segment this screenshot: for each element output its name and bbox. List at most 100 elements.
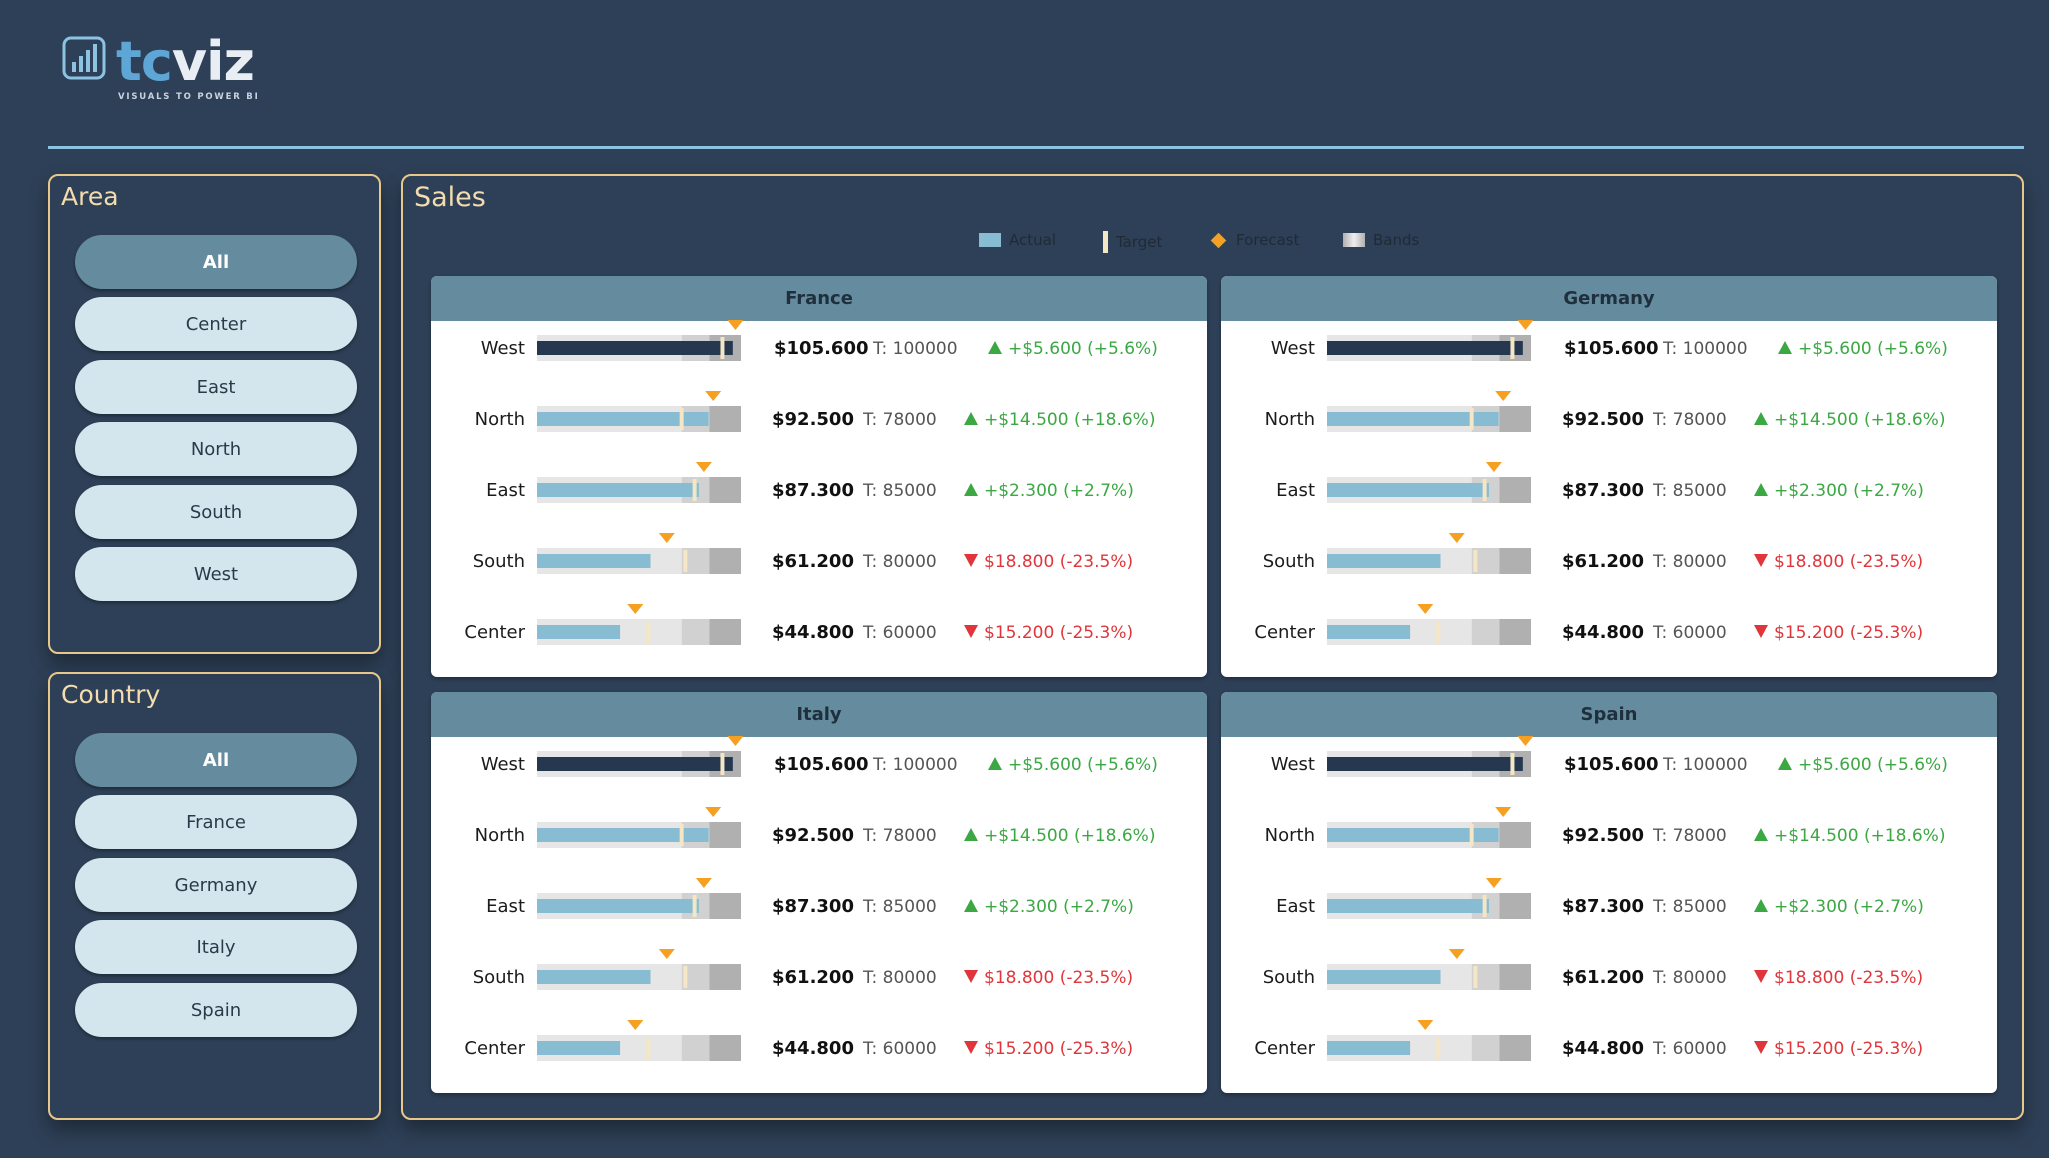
country-slicer-title: Country	[61, 680, 161, 709]
band-3	[1499, 822, 1531, 848]
row-label: South	[473, 967, 525, 988]
actual-bar	[537, 341, 733, 355]
actual-bar	[1327, 625, 1411, 639]
area-slicer-item[interactable]: North	[75, 422, 357, 476]
bullet-row: North $92.500 T: 78000 +$14.500 (+18.6%)	[1265, 391, 1945, 432]
sales-title: Sales	[414, 182, 486, 213]
row-label: East	[1276, 896, 1315, 917]
forecast-marker-icon	[1417, 1020, 1434, 1030]
delta-value: $15.200 (-25.3%)	[984, 623, 1133, 643]
actual-value: $87.300	[772, 896, 854, 917]
row-label: West	[1271, 754, 1315, 775]
country-slicer-item[interactable]: Spain	[75, 983, 357, 1037]
forecast-marker-icon	[727, 320, 744, 330]
target-marker	[1473, 550, 1478, 572]
row-label: North	[475, 409, 525, 430]
actual-value: $61.200	[772, 967, 854, 988]
bullet-row: West $105.600 T: 100000 +$5.600 (+5.6%)	[1271, 320, 1948, 361]
target-value: T: 100000	[1662, 339, 1748, 359]
target-value: T: 80000	[862, 552, 937, 572]
target-value: T: 78000	[862, 410, 937, 430]
country-slicer-item[interactable]: Italy	[75, 920, 357, 974]
target-value: T: 85000	[1652, 481, 1727, 501]
target-value: T: 80000	[1652, 968, 1727, 988]
down-triangle-icon	[964, 554, 978, 567]
bullet-chart: West $105.600 T: 100000 +$5.600 (+5.6%) Nort…	[1254, 736, 1948, 1061]
area-slicer-item[interactable]: West	[75, 547, 357, 601]
forecast-marker-icon	[1448, 949, 1465, 959]
actual-bar	[1327, 341, 1523, 355]
row-label: North	[475, 825, 525, 846]
row-label: West	[481, 338, 525, 359]
actual-value: $44.800	[1562, 1038, 1644, 1059]
band-3	[1499, 406, 1531, 432]
legend-label: Bands	[1373, 231, 1420, 249]
area-slicer-item-label: North	[190, 438, 242, 460]
target-value: T: 85000	[862, 897, 937, 917]
bullet-row: South $61.200 T: 80000 $18.800 (-23.5%)	[473, 533, 1133, 574]
band-3	[709, 406, 741, 432]
area-slicer-item[interactable]: South	[75, 485, 357, 539]
target-value: T: 85000	[1652, 897, 1727, 917]
forecast-diamond-icon	[1210, 232, 1227, 248]
row-label: Center	[1254, 1038, 1315, 1059]
target-value: T: 78000	[862, 826, 937, 846]
bullet-row: West $105.600 T: 100000 +$5.600 (+5.6%)	[481, 736, 1158, 777]
bar-chart-logo-icon	[62, 36, 106, 80]
legend-item-target[interactable]: Target	[1103, 231, 1162, 253]
target-value: T: 78000	[1652, 826, 1727, 846]
country-slicer-item-label: Italy	[196, 936, 236, 958]
delta-value: +$5.600 (+5.6%)	[1008, 755, 1158, 775]
area-slicer-item-label: All	[202, 251, 230, 273]
area-slicer-title: Area	[61, 182, 119, 211]
row-label: North	[1265, 825, 1315, 846]
up-triangle-icon	[1754, 828, 1768, 841]
legend-item-bands[interactable]: Bands	[1343, 231, 1419, 249]
actual-bar	[537, 554, 651, 568]
row-label: South	[1263, 967, 1315, 988]
forecast-marker-icon	[627, 604, 644, 614]
up-triangle-icon	[964, 899, 978, 912]
bands-swatch-icon	[1343, 233, 1365, 247]
actual-bar	[537, 412, 709, 426]
forecast-marker-icon	[695, 878, 712, 888]
target-marker	[1482, 479, 1487, 501]
actual-value: $87.300	[772, 480, 854, 501]
delta-value: +$5.600 (+5.6%)	[1008, 339, 1158, 359]
legend-item-forecast[interactable]: Forecast	[1210, 231, 1299, 249]
legend-item-actual[interactable]: Actual	[979, 231, 1056, 249]
actual-value: $44.800	[1562, 622, 1644, 643]
country-slicer-item[interactable]: Germany	[75, 858, 357, 912]
area-slicer-item[interactable]: Center	[75, 297, 357, 351]
legend-label: Actual	[1009, 231, 1056, 249]
band-2	[1471, 619, 1500, 645]
target-value: T: 80000	[862, 968, 937, 988]
actual-bar	[537, 757, 733, 771]
actual-value: $92.500	[1562, 825, 1644, 846]
actual-value: $61.200	[1562, 967, 1644, 988]
area-slicer-item[interactable]: East	[75, 360, 357, 414]
country-slicer-item[interactable]: All	[75, 733, 357, 787]
actual-bar	[1327, 554, 1441, 568]
forecast-marker-icon	[1495, 391, 1512, 401]
delta-value: $18.800 (-23.5%)	[984, 968, 1133, 988]
area-slicer-item[interactable]: All	[75, 235, 357, 289]
logo-wordmark: tcviz	[116, 30, 255, 93]
band-3	[709, 822, 741, 848]
forecast-marker-icon	[1517, 320, 1534, 330]
bullet-row: South $61.200 T: 80000 $18.800 (-23.5%)	[1263, 949, 1923, 990]
target-value: T: 78000	[1652, 410, 1727, 430]
delta-value: +$14.500 (+18.6%)	[984, 826, 1155, 846]
band-3	[1499, 619, 1531, 645]
actual-value: $92.500	[772, 409, 854, 430]
row-label: Center	[464, 622, 525, 643]
logo-tagline: VISUALS TO POWER BI	[118, 92, 260, 102]
down-triangle-icon	[964, 970, 978, 983]
country-slicer-item[interactable]: France	[75, 795, 357, 849]
band-2	[681, 619, 710, 645]
row-label: North	[1265, 409, 1315, 430]
actual-bar	[1327, 757, 1523, 771]
country-slicer-panel: Country All France Germany Italy Spain	[48, 672, 381, 1120]
target-value: T: 100000	[872, 755, 958, 775]
band-3	[709, 548, 741, 574]
